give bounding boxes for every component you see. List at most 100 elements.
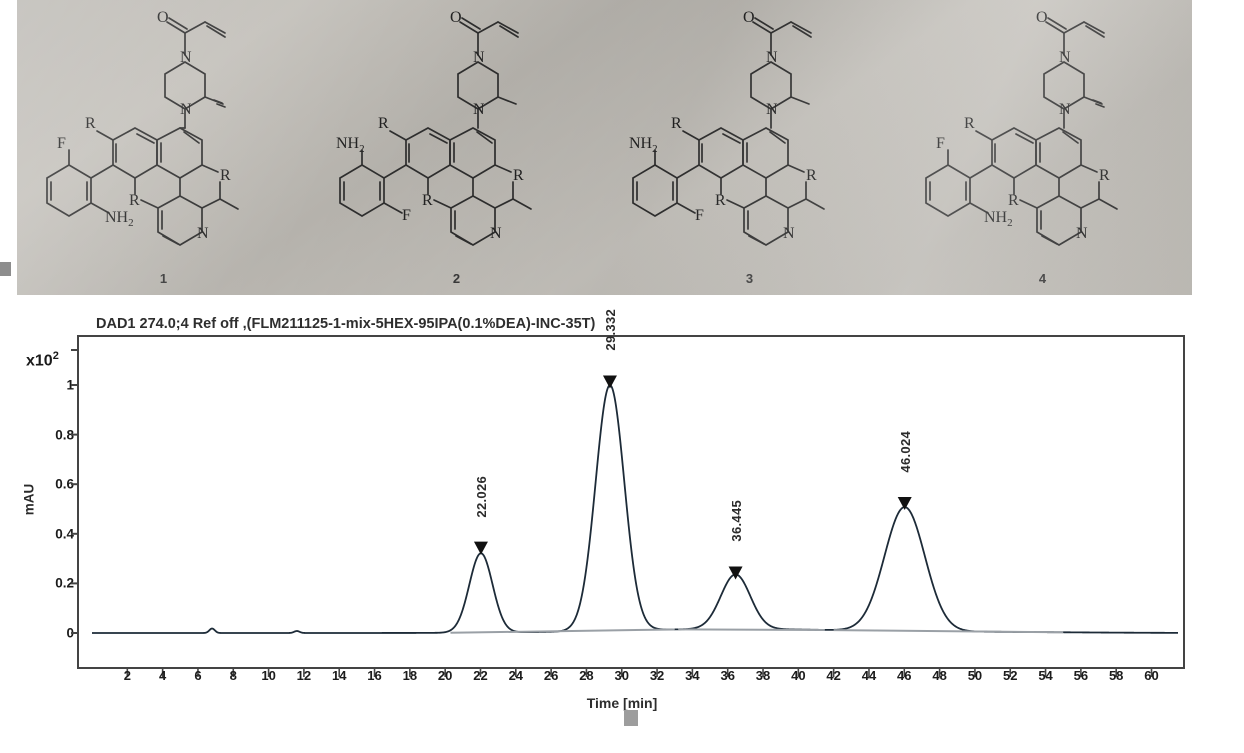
x-tick-label: 48 [932,668,947,683]
x-axis-label: Time [min] [586,695,658,711]
atom-label-N: N [766,101,778,118]
atom-label-N: N [180,101,192,118]
structure-1-drawing: O N N R R R F NH2 N [46,9,239,246]
x-tick-label: 38 [755,668,771,683]
atom-label-O: O [743,9,755,26]
x-tick-label: 58 [1108,668,1124,683]
x-tick-label: 60 [1144,668,1159,683]
x-tick-label: 30 [614,668,629,683]
integration-baseline [450,628,675,634]
peak-retention-time-label: 36.445 [728,500,744,542]
atom-label-N: N [1059,101,1071,118]
y-tick-label: 1 [66,377,74,393]
structure-number: 2 [452,271,461,286]
atom-label-R: R [378,115,389,132]
x-tick-label: 36 [720,668,735,683]
y-axis-multiplier: x102 [26,350,59,370]
atom-label-R: R [422,192,433,209]
atom-label-N: N [473,49,485,66]
atom-label-F: F [402,207,411,224]
x-tick-label: 6 [194,668,202,683]
atom-label-R: R [806,167,817,184]
x-tick-label: 14 [331,668,347,683]
atom-label-R: R [1099,167,1110,184]
atom-label-R: R [85,115,96,132]
atom-label-R: R [129,192,140,209]
x-tick-label: 22 [473,668,488,683]
x-tick-label: 42 [826,668,841,683]
plot-frame [77,335,1185,669]
x-tick-label: 52 [1003,668,1018,683]
atom-label-O: O [157,9,169,26]
peak-marker-arrow [602,375,617,389]
x-tick-label: 2 [123,668,131,683]
atom-label-R: R [964,115,975,132]
page-edge-artifact [0,262,11,276]
chemical-structure-1: O N N R R R F NH2 N 1 [17,0,310,295]
x-tick-label: 34 [685,668,700,683]
peak-retention-time-label: 22.026 [473,475,489,518]
x-tick-label: 26 [543,668,559,683]
x-tick-label: 56 [1073,668,1089,683]
y-tick-label: 0.2 [55,575,74,591]
structure-number: 1 [159,271,168,286]
structure-number: 4 [1038,271,1047,286]
atom-label-O: O [1036,9,1048,26]
chemical-structure-2: O N N R R R NH2 F N 2 [310,0,603,295]
y-tick-label: 0 [66,625,74,641]
integration-baseline [833,629,1064,634]
atom-label-NH2: NH2 [336,135,365,155]
atom-label-N: N [180,49,192,66]
peak-marker-arrow [473,541,488,555]
x-tick-label: 4 [159,668,167,683]
x-tick-label: 44 [861,668,877,683]
atom-label-F: F [695,207,704,224]
atom-label-NH2: NH2 [105,209,134,229]
x-tick-label: 16 [367,668,382,683]
atom-label-N: N [766,49,778,66]
atom-label-N: N [1076,225,1088,242]
y-axis-ticks: 0 0.2 0.4 0.6 0.8 1 [12,296,74,753]
atom-label-N: N [473,101,485,118]
x-tick-label: 28 [579,668,594,683]
x-tick-label: 10 [261,668,276,683]
x-tick-label: 46 [897,668,912,683]
chromatogram-panel: DAD1 274.0;4 Ref off ,(FLM211125-1-mix-5… [0,296,1244,753]
integration-baseline [678,628,825,631]
peak-marker-arrow [728,566,743,580]
structure-4-drawing: O N N R R R F NH2 N [925,9,1118,246]
y-tick-label: 0.4 [55,526,74,542]
peak-retention-time-label: 46.024 [897,431,913,473]
structure-3-drawing: O N N R R R NH2 F N [629,9,825,246]
x-tick-label: 40 [791,668,806,683]
atom-label-N: N [783,225,795,242]
chemical-structure-3: O N N R R R NH2 F N 3 [603,0,896,295]
atom-label-N: N [490,225,502,242]
chromatogram-trace [91,384,1179,634]
y-tick-label: 0.6 [55,476,74,492]
x-tick-label: 8 [229,668,237,683]
x-tick-label: 50 [967,668,983,683]
atom-label-NH2: NH2 [629,135,658,155]
chromatogram-plot [71,335,1185,677]
atom-label-R: R [1008,192,1019,209]
atom-label-N: N [197,225,209,242]
x-tick-label: 20 [437,668,453,683]
y-tick-label: 0.8 [55,427,74,443]
atom-label-N: N [1059,49,1071,66]
atom-label-NH2: NH2 [984,209,1013,229]
chemical-structure-4: O N N R R R F NH2 N 4 [896,0,1189,295]
atom-label-F: F [936,135,945,152]
x-tick-label: 54 [1038,668,1053,683]
chromatogram-title: DAD1 274.0;4 Ref off ,(FLM211125-1-mix-5… [96,316,596,332]
structure-number: 3 [745,271,754,286]
x-tick-label: 24 [508,668,524,683]
structure-2-drawing: O N N R R R NH2 F N [336,9,532,246]
atom-label-F: F [57,135,66,152]
atom-label-R: R [671,115,682,132]
atom-label-O: O [450,9,462,26]
peak-retention-time-label: 29.332 [602,309,618,352]
x-tick-label: 32 [649,668,665,683]
atom-label-R: R [220,167,231,184]
structures-photo-panel: O N N R R R F NH2 N 1 [17,0,1192,295]
